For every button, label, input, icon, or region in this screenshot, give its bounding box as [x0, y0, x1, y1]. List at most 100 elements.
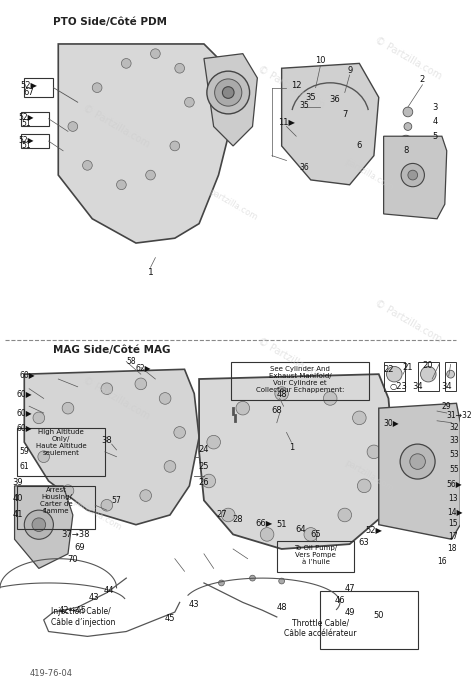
Text: 14▶: 14▶	[447, 507, 462, 516]
Text: 39: 39	[12, 478, 23, 487]
Polygon shape	[379, 403, 460, 539]
Text: 27: 27	[216, 511, 227, 520]
Text: 32: 32	[450, 423, 459, 432]
Text: 65: 65	[310, 530, 321, 539]
Text: 1: 1	[289, 442, 294, 451]
Bar	[277, 541, 355, 572]
Text: 34: 34	[441, 382, 452, 391]
Circle shape	[32, 518, 46, 531]
Text: 48: 48	[276, 390, 287, 399]
Circle shape	[175, 64, 184, 73]
Text: 50: 50	[374, 610, 384, 619]
Text: 25: 25	[199, 462, 209, 471]
Bar	[231, 361, 369, 401]
Text: 35: 35	[305, 93, 316, 102]
Text: 10: 10	[315, 56, 326, 65]
Circle shape	[279, 578, 284, 584]
Text: 53: 53	[450, 450, 459, 459]
Circle shape	[207, 435, 220, 449]
Circle shape	[420, 366, 436, 382]
Circle shape	[62, 402, 74, 414]
Text: partzilla.com: partzilla.com	[343, 158, 395, 192]
Bar	[383, 361, 405, 391]
Text: 44: 44	[103, 586, 114, 595]
Text: 62▶: 62▶	[136, 363, 152, 372]
Text: 1: 1	[148, 268, 154, 277]
Text: See Cylinder And
Exhaust Manifold/
Voir Cylindre et
Collecteur Echappement:: See Cylinder And Exhaust Manifold/ Voir …	[256, 365, 344, 392]
Text: 46: 46	[335, 596, 345, 605]
Circle shape	[38, 451, 49, 462]
Text: 34: 34	[412, 382, 423, 391]
Text: 15: 15	[449, 519, 458, 528]
Circle shape	[338, 508, 352, 522]
Text: 29: 29	[442, 402, 452, 411]
Text: 31→32: 31→32	[447, 412, 473, 421]
Text: 24: 24	[199, 446, 209, 455]
Text: 20: 20	[422, 361, 433, 370]
Circle shape	[447, 370, 455, 378]
Text: 17: 17	[449, 532, 458, 541]
Polygon shape	[282, 64, 379, 185]
Bar	[21, 112, 48, 125]
Text: 9: 9	[347, 66, 352, 75]
Bar	[320, 591, 418, 649]
Text: 57: 57	[112, 496, 121, 505]
Text: © Partzilla.com: © Partzilla.com	[373, 298, 443, 344]
Text: 48: 48	[276, 603, 287, 612]
Text: 43: 43	[189, 600, 200, 609]
Text: 56▶: 56▶	[447, 480, 462, 489]
Text: 40: 40	[12, 494, 23, 503]
Circle shape	[82, 161, 92, 170]
Text: 2: 2	[420, 75, 425, 84]
Text: 21: 21	[402, 363, 413, 372]
Text: 47: 47	[344, 584, 355, 593]
Text: 18: 18	[447, 545, 456, 554]
Text: 43: 43	[89, 593, 100, 602]
Circle shape	[408, 170, 418, 180]
Circle shape	[146, 170, 155, 180]
Text: 52▶: 52▶	[365, 525, 383, 534]
Text: 52▶: 52▶	[21, 80, 37, 89]
Text: 67: 67	[24, 88, 35, 97]
Text: 33: 33	[450, 436, 459, 445]
Circle shape	[402, 152, 410, 160]
Text: 37→38: 37→38	[62, 530, 90, 539]
Text: 63: 63	[359, 538, 370, 547]
Circle shape	[164, 461, 176, 472]
Circle shape	[33, 412, 45, 424]
Text: ○23: ○23	[389, 382, 407, 391]
Text: High Altitude
Only/
Haute Altitude
seulement: High Altitude Only/ Haute Altitude seule…	[36, 428, 86, 455]
Circle shape	[184, 98, 194, 107]
Text: 59: 59	[19, 447, 29, 456]
Circle shape	[101, 500, 113, 511]
Text: 36: 36	[330, 95, 340, 104]
Text: 16: 16	[437, 557, 447, 566]
Text: 61: 61	[19, 462, 29, 471]
Text: 60▶: 60▶	[17, 423, 32, 432]
Text: Arrest
Housing/
Carter de
flamme: Arrest Housing/ Carter de flamme	[40, 487, 73, 514]
Text: 70: 70	[67, 555, 78, 564]
Text: 69: 69	[74, 543, 85, 552]
Circle shape	[357, 479, 371, 493]
Text: 60▶: 60▶	[17, 408, 32, 417]
Text: 4: 4	[432, 117, 438, 126]
Circle shape	[221, 508, 235, 522]
Circle shape	[62, 485, 74, 497]
Text: © Partzilla.com: © Partzilla.com	[373, 35, 443, 82]
Bar	[18, 428, 105, 476]
Text: Injection Cable/
Câble d’injection: Injection Cable/ Câble d’injection	[51, 608, 115, 627]
Text: 3: 3	[432, 102, 438, 111]
Text: 52▶: 52▶	[18, 135, 34, 144]
Polygon shape	[204, 54, 257, 146]
Text: partzilla.com: partzilla.com	[71, 498, 123, 532]
Text: PTO Side/Côté PDM: PTO Side/Côté PDM	[54, 17, 167, 26]
Circle shape	[236, 401, 250, 415]
Text: 51: 51	[21, 119, 31, 128]
Circle shape	[250, 575, 255, 581]
Text: 13: 13	[449, 494, 458, 503]
Text: 41: 41	[12, 511, 23, 520]
Circle shape	[353, 411, 366, 425]
Polygon shape	[383, 136, 447, 219]
Text: © Partzilla.com: © Partzilla.com	[256, 336, 327, 383]
Circle shape	[386, 366, 402, 382]
